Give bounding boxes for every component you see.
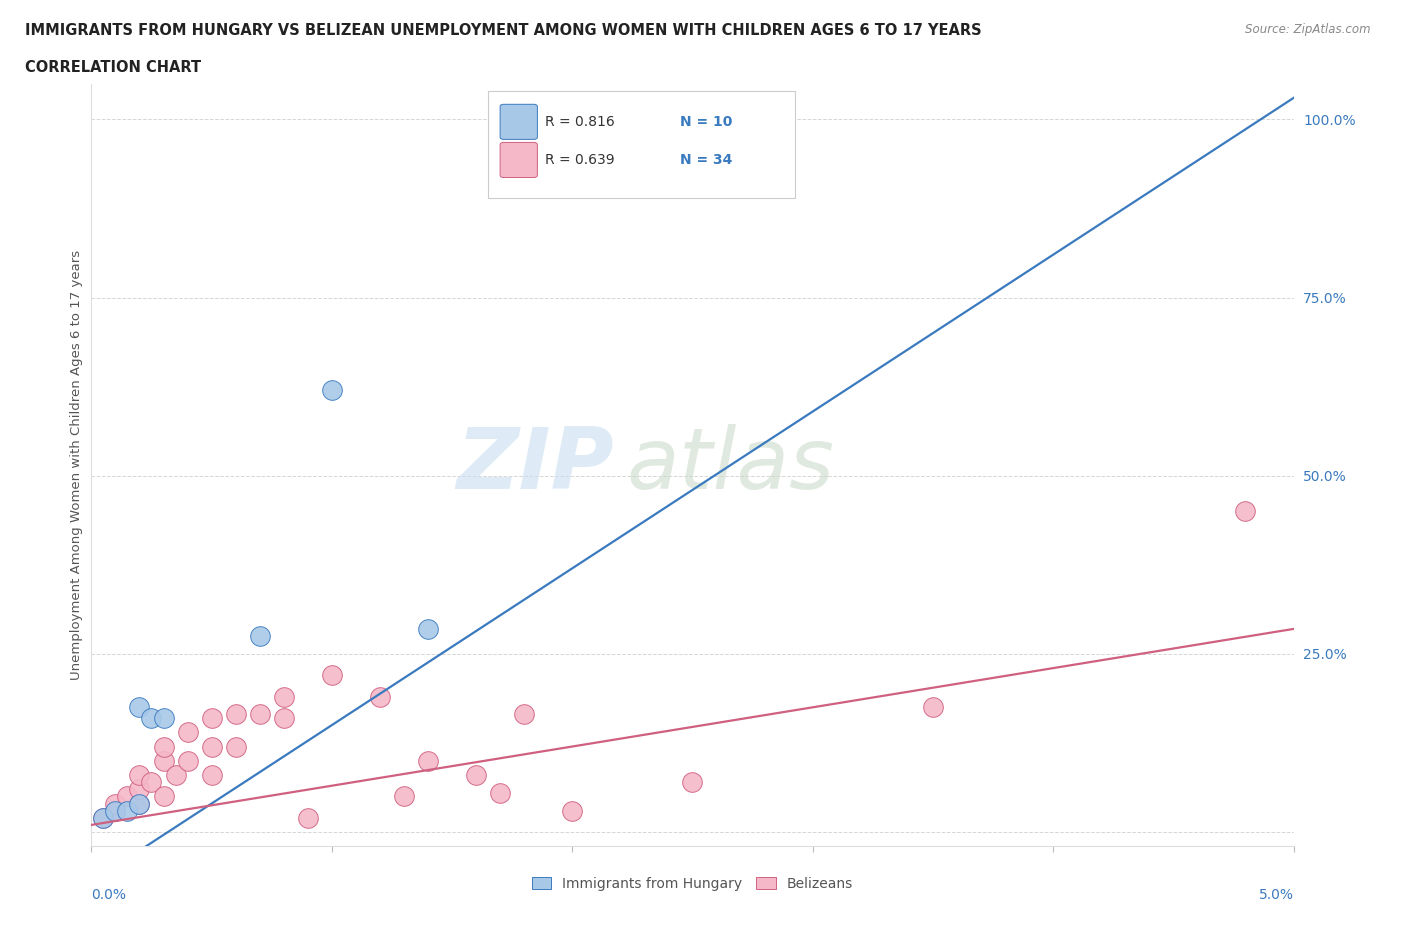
Point xyxy=(117,789,139,804)
Text: N = 10: N = 10 xyxy=(681,114,733,129)
Text: R = 0.639: R = 0.639 xyxy=(544,153,614,167)
Point xyxy=(128,782,150,797)
Point xyxy=(1234,504,1257,519)
Point xyxy=(152,753,174,768)
Point xyxy=(392,789,415,804)
Point xyxy=(152,711,174,725)
Point xyxy=(128,700,150,715)
Point xyxy=(201,711,224,725)
FancyBboxPatch shape xyxy=(501,142,537,178)
Point xyxy=(681,775,703,790)
Text: Source: ZipAtlas.com: Source: ZipAtlas.com xyxy=(1246,23,1371,36)
FancyBboxPatch shape xyxy=(488,91,794,198)
Point xyxy=(128,796,150,811)
Point xyxy=(165,767,187,782)
Point xyxy=(922,700,945,715)
Text: atlas: atlas xyxy=(626,423,834,507)
Point xyxy=(273,711,295,725)
Point xyxy=(128,796,150,811)
Point xyxy=(249,707,271,722)
Point xyxy=(561,804,583,818)
Point xyxy=(297,810,319,825)
Text: N = 34: N = 34 xyxy=(681,153,733,167)
Point xyxy=(321,668,343,683)
Point xyxy=(93,810,115,825)
Point xyxy=(513,707,536,722)
Text: R = 0.816: R = 0.816 xyxy=(544,114,614,129)
Point xyxy=(416,621,439,636)
Point xyxy=(273,689,295,704)
Point xyxy=(117,804,139,818)
Point xyxy=(489,786,512,801)
Text: ZIP: ZIP xyxy=(457,423,614,507)
Point xyxy=(201,739,224,754)
Point xyxy=(104,804,127,818)
Point xyxy=(93,810,115,825)
Point xyxy=(249,629,271,644)
Point xyxy=(368,689,391,704)
Point xyxy=(201,767,224,782)
Point xyxy=(176,753,198,768)
Point xyxy=(416,753,439,768)
FancyBboxPatch shape xyxy=(501,104,537,140)
Legend: Immigrants from Hungary, Belizeans: Immigrants from Hungary, Belizeans xyxy=(526,871,859,897)
Point xyxy=(104,796,127,811)
Y-axis label: Unemployment Among Women with Children Ages 6 to 17 years: Unemployment Among Women with Children A… xyxy=(70,250,83,680)
Text: CORRELATION CHART: CORRELATION CHART xyxy=(25,60,201,75)
Point xyxy=(141,775,163,790)
Point xyxy=(465,767,488,782)
Text: 5.0%: 5.0% xyxy=(1258,888,1294,902)
Point xyxy=(176,724,198,739)
Point xyxy=(141,711,163,725)
Point xyxy=(225,739,247,754)
Point xyxy=(321,383,343,398)
Text: 0.0%: 0.0% xyxy=(91,888,127,902)
Point xyxy=(152,739,174,754)
Point xyxy=(128,767,150,782)
Point xyxy=(152,789,174,804)
Text: IMMIGRANTS FROM HUNGARY VS BELIZEAN UNEMPLOYMENT AMONG WOMEN WITH CHILDREN AGES : IMMIGRANTS FROM HUNGARY VS BELIZEAN UNEM… xyxy=(25,23,981,38)
Point xyxy=(225,707,247,722)
Point xyxy=(104,804,127,818)
